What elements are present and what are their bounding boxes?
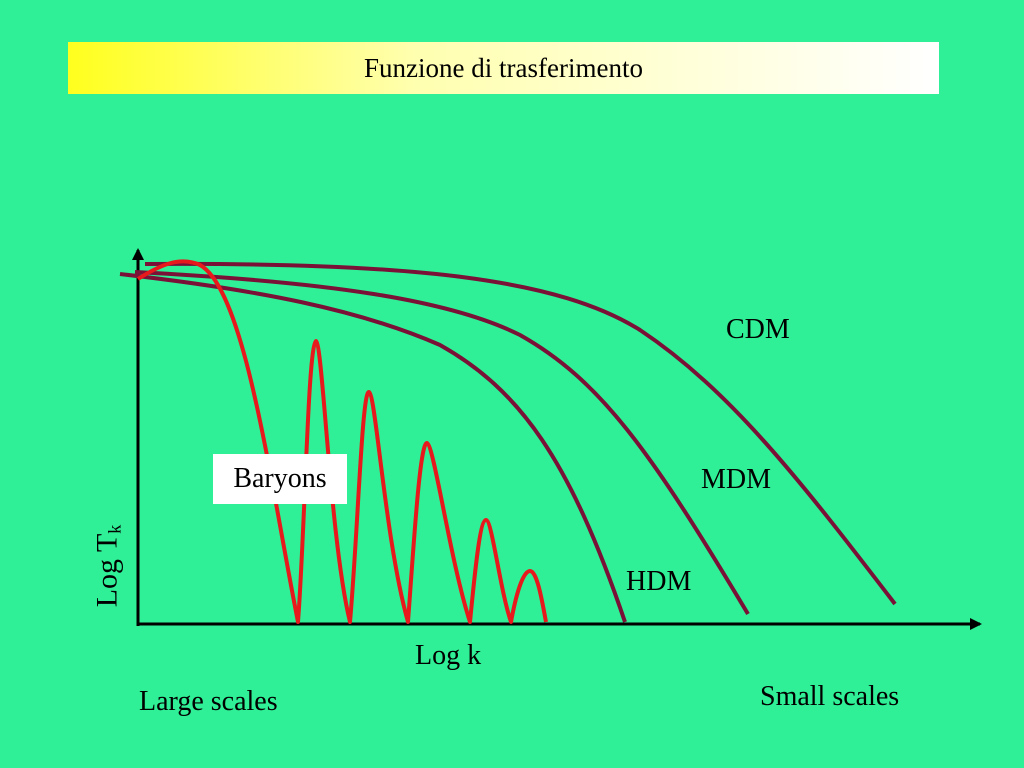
hdm-label: HDM <box>626 566 692 597</box>
cdm-label: CDM <box>726 314 790 345</box>
mdm-curve <box>134 270 750 616</box>
cdm-curve <box>144 261 897 606</box>
y-axis-label: Log Tk <box>91 525 126 608</box>
x-axis-label: Log k <box>415 640 482 671</box>
y-axis-label-subscript: k <box>104 524 125 534</box>
large-scales-label: Large scales <box>139 686 278 717</box>
baryon-curve <box>136 259 548 624</box>
title-bar: Funzione di trasferimento <box>68 42 939 94</box>
mdm-label: MDM <box>701 464 772 495</box>
baryons-label: Baryons <box>213 454 347 504</box>
hdm-curve <box>119 272 627 623</box>
y-axis-label-main: Log T <box>90 533 124 608</box>
small-scales-label: Small scales <box>760 681 900 712</box>
page-title: Funzione di trasferimento <box>364 52 643 83</box>
